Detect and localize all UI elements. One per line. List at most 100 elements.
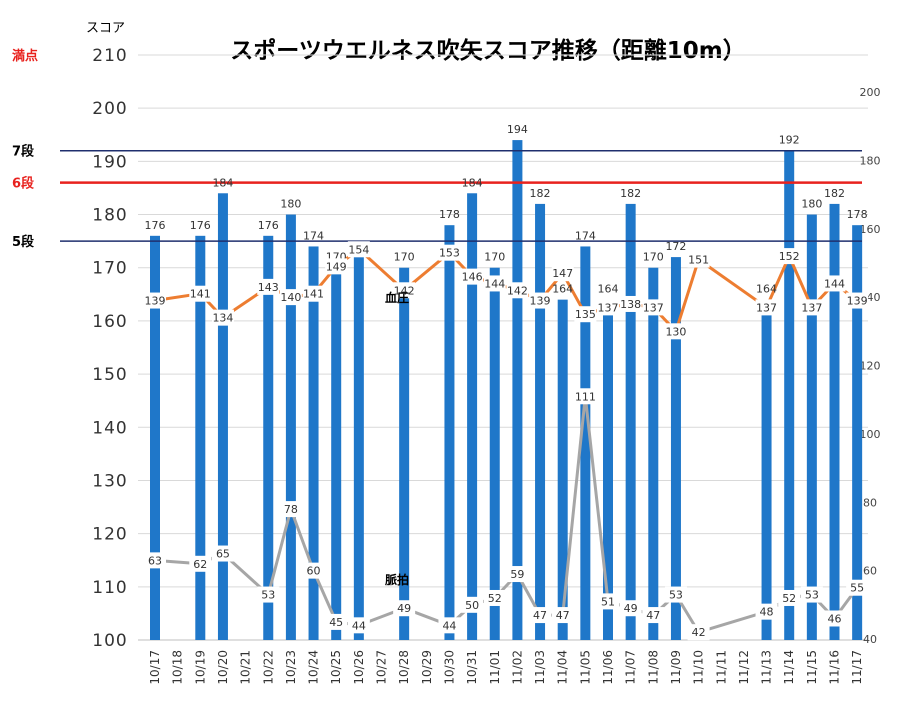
y-axis-label: スコア [86,21,125,36]
pulse-label-box [347,617,370,634]
score-data-label: 164 [756,283,777,296]
pulse-label-box [483,589,506,606]
pulse-data-label: 52 [488,592,502,605]
score-data-label: 194 [507,123,528,136]
y-tick-label: 140 [92,418,127,438]
y2-tick-label: 100 [860,428,881,441]
blood-pressure-data-label: 135 [575,308,596,321]
reference-lines: 満点 7段 6段 5段 [12,48,862,250]
score-bar [195,235,206,640]
blood-pressure-data-label: 142 [394,284,415,297]
blood-pressure-data-label: 137 [598,301,619,314]
pulse-label-box [302,562,325,579]
pulse-label-box [687,624,710,641]
score-bar [285,214,296,640]
blood-pressure-label-box [347,241,370,258]
pulse-data-label: 53 [669,589,683,602]
bar-series [150,140,863,641]
y-tick-label: 180 [92,206,127,226]
x-tick-label: 10/31 [465,650,479,685]
x-tick-label: 11/08 [646,650,660,685]
x-tick-label: 10/21 [239,650,253,685]
pulse-label-box [642,607,665,624]
pulse-data-label: 44 [442,619,456,632]
y-tick-label: 110 [92,578,127,598]
blood-pressure-data-label: 154 [348,243,369,256]
score-data-label: 178 [847,208,868,221]
y-axis-ticks: 100 110 120 130 140 150 160 170 180 190 200 210 [92,46,127,651]
blood-pressure-label-box [302,285,325,302]
score-data-label: 176 [190,219,211,232]
blood-pressure-data-label: 139 [145,295,166,308]
blood-pressure-data-label: 137 [801,301,822,314]
blood-pressure-data-label: 151 [688,254,709,267]
pulse-label-box [664,586,687,603]
x-tick-label: 11/03 [533,650,547,685]
score-bar [784,150,795,640]
x-tick-label: 10/27 [375,650,389,685]
blood-pressure-data-label: 143 [258,281,279,294]
x-tick-label: 11/04 [556,650,570,685]
y2-tick-label: 120 [860,360,881,373]
score-bar [806,214,817,640]
blood-pressure-data-label: 146 [462,271,483,284]
blood-pressure-data-label: 137 [643,301,664,314]
reference-label: 5段 [12,234,34,250]
pulse-data-label: 63 [148,554,162,567]
score-data-label: 170 [484,251,505,264]
x-tick-label: 10/20 [216,650,230,685]
series-label-blood-pressure: 血圧 [385,290,409,305]
blood-pressure-label-box [800,299,823,316]
blood-pressure-data-label: 140 [280,291,301,304]
pulse-data-label: 60 [307,565,321,578]
blood-pressure-label-box [211,309,234,326]
score-bar [557,299,568,640]
x-tick-label: 10/18 [171,650,185,685]
blood-pressure-data-label: 144 [484,277,505,290]
pulse-data-label: 45 [329,616,343,629]
score-bar [399,267,410,640]
blood-pressure-label-box [279,289,302,306]
x-tick-label: 11/10 [692,650,706,685]
pulse-label-box [211,545,234,562]
y2-tick-label: 40 [863,633,877,646]
y-tick-label: 120 [92,525,127,545]
score-bar [580,246,591,641]
x-tick-label: 11/14 [782,650,796,685]
y2-tick-label: 60 [863,565,877,578]
pulse-data-label: 62 [193,558,207,571]
score-bar [535,203,546,640]
score-data-label: 182 [824,187,845,200]
pulse-data-label: 55 [850,582,864,595]
blood-pressure-label-box [438,244,461,261]
blood-pressure-label-box [551,265,574,282]
x-tick-label: 11/16 [828,650,842,685]
x-tick-label: 11/07 [624,650,638,685]
x-tick-label: 11/13 [760,650,774,685]
score-bar [489,267,500,640]
blood-pressure-label-box [325,258,348,275]
blood-pressure-label-box [574,306,597,323]
line-series [154,247,859,634]
x-tick-label: 11/12 [737,650,751,685]
x-tick-label: 10/19 [193,650,207,685]
score-data-label: 174 [303,229,324,242]
x-tick-label: 10/17 [148,650,162,685]
x-tick-label: 10/26 [352,650,366,685]
x-tick-label: 10/29 [420,650,434,685]
score-bar [263,235,274,640]
blood-pressure-data-label: 142 [507,284,528,297]
blood-pressure-data-label: 141 [190,288,211,301]
x-tick-label: 10/24 [307,650,321,685]
y-tick-label: 210 [92,46,127,66]
x-tick-label: 11/01 [488,650,502,685]
score-bar [625,203,636,640]
pulse-label-box [823,610,846,627]
blood-pressure-label-box [529,292,552,309]
pulse-label-box [506,566,529,583]
pulse-data-label: 47 [646,609,660,622]
pulse-data-label: 51 [601,595,615,608]
blood-pressure-data-label: 149 [326,260,347,273]
blood-pressure-data-label: 138 [620,298,641,311]
x-tick-label: 11/05 [578,650,592,685]
